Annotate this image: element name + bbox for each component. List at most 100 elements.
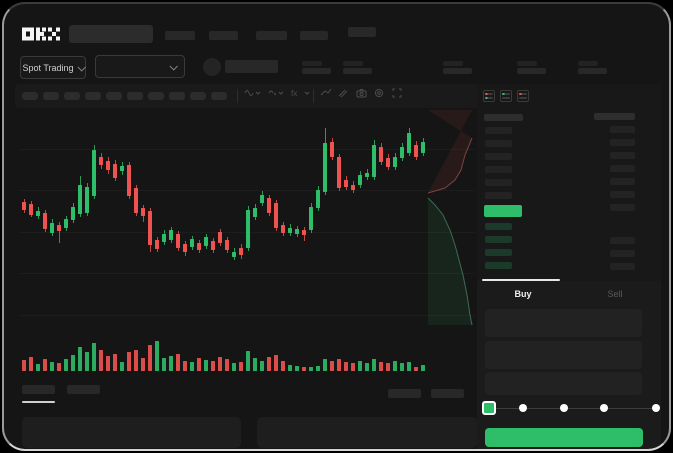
- toolbar-item-skeleton: [106, 92, 122, 100]
- orders-action-skeleton[interactable]: [388, 389, 421, 398]
- ob-row-skeleton: [485, 166, 512, 173]
- book-bids-icon[interactable]: [500, 90, 512, 102]
- slider-stop[interactable]: [600, 404, 608, 412]
- order-input-field[interactable]: [485, 309, 642, 337]
- nav-item-skeleton[interactable]: [209, 31, 238, 40]
- volume-bar: [106, 356, 110, 371]
- candle: [183, 244, 187, 252]
- volume-bar: [29, 357, 33, 371]
- orders-tab-skeleton[interactable]: [22, 385, 55, 394]
- tab-buy[interactable]: Buy: [514, 289, 532, 299]
- market-selector-button[interactable]: Spot Trading: [20, 56, 86, 79]
- candle: [57, 225, 61, 231]
- chart-gridline: [20, 149, 475, 150]
- candle: [351, 185, 355, 190]
- candle: [288, 228, 292, 233]
- fx-chevron-icon[interactable]: fx: [291, 88, 311, 98]
- candlestick-chart: [20, 110, 475, 378]
- pair-dropdown[interactable]: [95, 55, 185, 78]
- chart-gridline: [20, 190, 475, 191]
- orders-tab-skeleton[interactable]: [67, 385, 100, 394]
- book-both-icon[interactable]: [483, 90, 495, 102]
- candle: [176, 234, 180, 248]
- volume-bar: [232, 363, 236, 371]
- candle: [302, 230, 306, 235]
- ob-row-skeleton: [485, 192, 512, 199]
- volume-bar: [204, 360, 208, 371]
- slider-track[interactable]: [489, 408, 656, 409]
- volume-bar: [407, 362, 411, 371]
- slider-handle[interactable]: [482, 401, 496, 415]
- volume-bar: [323, 359, 327, 371]
- volume-bar: [253, 358, 257, 371]
- orders-table-skeleton: [22, 417, 241, 448]
- ob-header-skeleton: [594, 113, 635, 120]
- candle: [92, 150, 96, 196]
- book-asks-icon[interactable]: [517, 90, 529, 102]
- volume-bar: [85, 352, 89, 371]
- toolbar-item-skeleton: [85, 92, 101, 100]
- candle: [127, 165, 131, 196]
- toolbar-item-skeleton: [127, 92, 143, 100]
- candle: [309, 207, 313, 230]
- candle: [253, 208, 257, 217]
- volume-bar: [197, 358, 201, 371]
- candle: [421, 142, 425, 153]
- volume-bar: [295, 366, 299, 371]
- nav-item-skeleton[interactable]: [256, 31, 287, 40]
- wave-dot-chevron-icon[interactable]: [268, 88, 284, 98]
- nav-item-skeleton[interactable]: [300, 31, 328, 40]
- order-input-field[interactable]: [485, 341, 642, 369]
- candle: [169, 230, 173, 240]
- volume-bar: [155, 341, 159, 371]
- svg-text:fx: fx: [291, 89, 297, 98]
- settings-icon[interactable]: [374, 88, 384, 98]
- nav-item-skeleton[interactable]: [348, 27, 376, 37]
- ob-header-skeleton: [484, 114, 523, 121]
- order-input-field[interactable]: [485, 372, 642, 395]
- candle-wick: [58, 222, 60, 243]
- candle: [211, 241, 215, 250]
- wave-chevron-icon[interactable]: [244, 88, 260, 98]
- toolbar-item-skeleton: [169, 92, 185, 100]
- candle: [197, 243, 201, 250]
- volume-bar: [386, 363, 390, 371]
- ob-row-skeleton: [610, 250, 635, 257]
- candle: [64, 219, 68, 228]
- buy-submit-button[interactable]: [485, 428, 643, 447]
- volume-bar: [344, 362, 348, 371]
- ob-row-skeleton: [610, 126, 635, 133]
- line-icon[interactable]: [320, 88, 332, 98]
- ob-row-skeleton: [610, 139, 635, 146]
- candle: [372, 145, 376, 177]
- ob-row-skeleton: [610, 204, 635, 211]
- volume-bar: [141, 358, 145, 371]
- nav-item-skeleton[interactable]: [165, 31, 195, 40]
- volume-bar: [176, 354, 180, 371]
- volume-bar: [351, 363, 355, 371]
- layers-icon[interactable]: [338, 88, 348, 98]
- toolbar-item-skeleton: [22, 92, 38, 100]
- volume-bar: [218, 357, 222, 371]
- volume-bar: [260, 361, 264, 371]
- candle: [113, 164, 117, 178]
- slider-stop[interactable]: [519, 404, 527, 412]
- volume-bar: [57, 363, 61, 371]
- orders-action-skeleton[interactable]: [431, 389, 464, 398]
- volume-bar: [239, 362, 243, 371]
- slider-stop[interactable]: [652, 404, 660, 412]
- volume-bar: [316, 366, 320, 371]
- volume-bar: [120, 362, 124, 371]
- volume-bar: [267, 357, 271, 371]
- candle: [323, 143, 327, 192]
- camera-icon[interactable]: [356, 88, 367, 98]
- candle: [365, 173, 369, 177]
- ob-row-skeleton: [610, 263, 635, 270]
- toolbar-item-skeleton: [211, 92, 227, 100]
- fullscreen-icon[interactable]: [392, 88, 402, 98]
- candle: [218, 232, 222, 243]
- slider-stop[interactable]: [560, 404, 568, 412]
- tab-sell[interactable]: Sell: [607, 289, 623, 299]
- volume-bar: [393, 361, 397, 371]
